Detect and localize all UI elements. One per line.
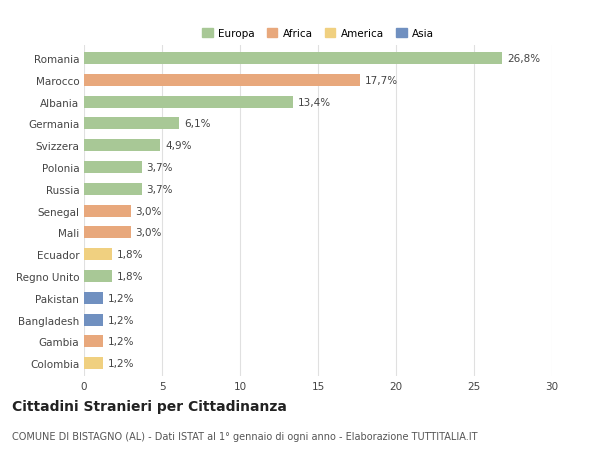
Bar: [84, 53, 502, 65]
Bar: [84, 270, 112, 282]
Bar: [84, 358, 103, 369]
Text: 3,7%: 3,7%: [146, 185, 173, 195]
Text: 1,8%: 1,8%: [117, 271, 143, 281]
Text: 6,1%: 6,1%: [184, 119, 211, 129]
Bar: [84, 205, 131, 217]
Bar: [84, 140, 160, 152]
Bar: [84, 227, 131, 239]
Bar: [84, 75, 360, 87]
Text: 17,7%: 17,7%: [365, 76, 398, 86]
Text: 3,7%: 3,7%: [146, 162, 173, 173]
Bar: [84, 314, 103, 326]
Bar: [84, 96, 293, 108]
Bar: [84, 184, 142, 196]
Bar: [84, 249, 112, 261]
Text: 1,2%: 1,2%: [107, 315, 134, 325]
Bar: [84, 336, 103, 347]
Bar: [84, 162, 142, 174]
Legend: Europa, Africa, America, Asia: Europa, Africa, America, Asia: [198, 25, 438, 43]
Text: 4,9%: 4,9%: [165, 141, 191, 151]
Text: 1,2%: 1,2%: [107, 293, 134, 303]
Text: 1,2%: 1,2%: [107, 358, 134, 368]
Bar: [84, 292, 103, 304]
Text: 13,4%: 13,4%: [298, 97, 331, 107]
Text: 3,0%: 3,0%: [136, 206, 162, 216]
Text: 3,0%: 3,0%: [136, 228, 162, 238]
Text: 1,2%: 1,2%: [107, 336, 134, 347]
Text: COMUNE DI BISTAGNO (AL) - Dati ISTAT al 1° gennaio di ogni anno - Elaborazione T: COMUNE DI BISTAGNO (AL) - Dati ISTAT al …: [12, 431, 478, 442]
Text: 1,8%: 1,8%: [117, 250, 143, 260]
Text: Cittadini Stranieri per Cittadinanza: Cittadini Stranieri per Cittadinanza: [12, 399, 287, 413]
Bar: [84, 118, 179, 130]
Text: 26,8%: 26,8%: [507, 54, 540, 64]
